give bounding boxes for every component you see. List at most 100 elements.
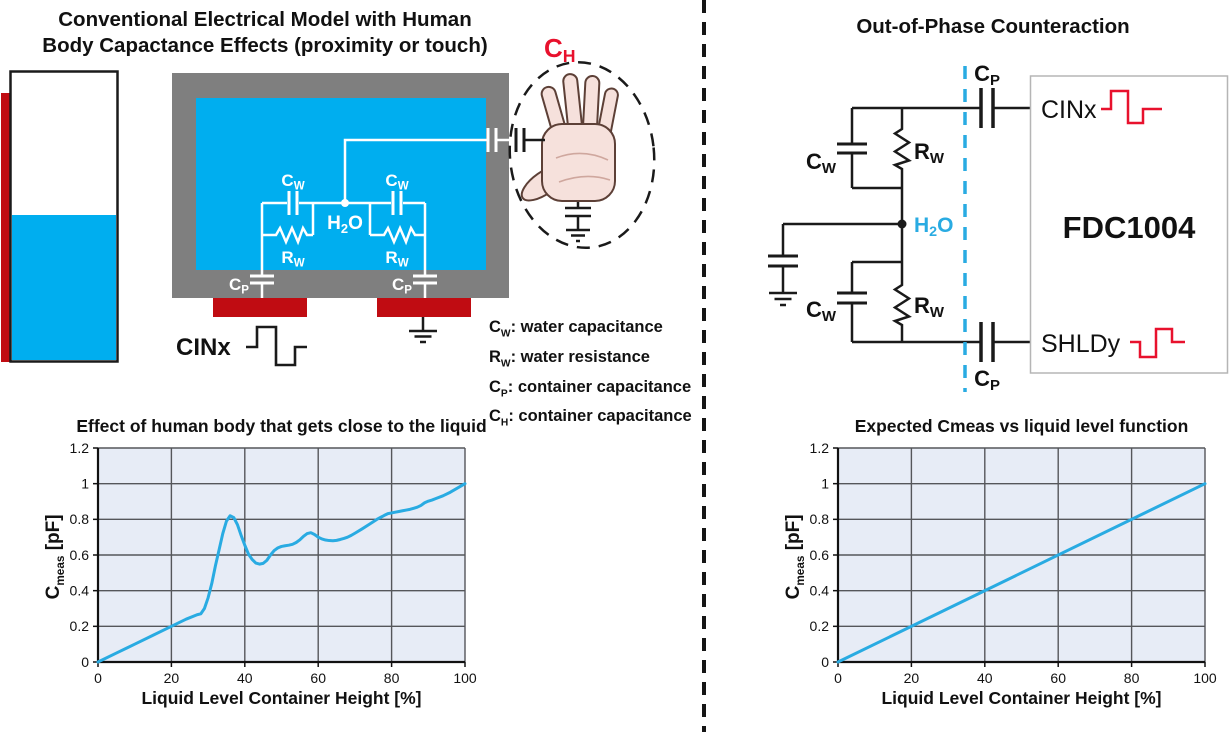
- wire: [343, 138, 488, 203]
- electrode-pad-right: [377, 298, 471, 317]
- rw-resistor-top: [891, 108, 912, 188]
- hand-capacitor-ground: [514, 128, 591, 243]
- cw-label-right: CW: [385, 171, 408, 193]
- y-tick-label: 0.8: [70, 511, 90, 527]
- hand-illustration: [520, 73, 619, 202]
- right-circuit-diagram: CP CP CW RW CW RW H2O CINx FDC1004 SHLDy: [768, 61, 1229, 394]
- right-panel-title: Out-of-Phase Counteraction: [856, 15, 1130, 38]
- shldy-waveform-icon: [1130, 327, 1185, 359]
- h2o-label: H2O: [327, 213, 363, 236]
- fdc1004-chip-box: [1029, 75, 1229, 374]
- wire: [260, 283, 427, 299]
- cinx-waveform-icon: [246, 325, 307, 367]
- data-series-line: [836, 482, 1207, 664]
- human-body-dashed-boundary: [508, 60, 656, 250]
- symbol-legend: CW: water capacitance RW: water resistan…: [489, 316, 692, 435]
- cinx-waveform-icon: [1101, 89, 1162, 125]
- electrode-strip: [1, 93, 10, 362]
- electrode-pad-left: [213, 298, 307, 317]
- left-chart-plot: 0 20 40 60 80 100 0 0.2 0.4 0.6 0.8 1 1.2: [70, 440, 477, 686]
- rw-label-right: RW: [385, 248, 408, 270]
- x-tick-label: 40: [977, 670, 993, 686]
- x-tick-label: 80: [1124, 670, 1140, 686]
- hand-palm: [541, 123, 616, 202]
- wire: [260, 203, 427, 235]
- cp-label-left: CP: [229, 275, 249, 297]
- water-circuit: [250, 128, 513, 299]
- rw-resistor-right: [370, 224, 425, 246]
- y-tick-label: 0.2: [70, 618, 90, 634]
- x-tick-label: 60: [1050, 670, 1066, 686]
- left-panel-title-line1: Conventional Electrical Model with Human: [58, 8, 472, 31]
- cw-capacitor-top: [837, 142, 867, 155]
- right-chart-title: Expected Cmeas vs liquid level function: [854, 416, 1189, 436]
- left-chart-xlabel: Liquid Level Container Height [%]: [141, 688, 422, 708]
- ch-label: CH: [544, 33, 576, 66]
- cw-capacitor-bottom: [837, 291, 867, 305]
- tank-capacitor: [768, 254, 798, 268]
- body-capacitor-ground-icon: [565, 202, 591, 243]
- x-tick-label: 0: [834, 670, 842, 686]
- cw-capacitor-left: [287, 191, 299, 215]
- cp-label-top: CP: [974, 61, 1000, 89]
- reference-container: [1, 70, 119, 363]
- data-series-line: [96, 482, 467, 664]
- x-tick-label: 40: [237, 670, 253, 686]
- y-tick-label: 1.2: [70, 440, 90, 456]
- rw-label-top: RW: [914, 139, 945, 167]
- wire: [781, 222, 902, 293]
- cw-label-top: CW: [806, 149, 837, 177]
- x-tick-label: 100: [1193, 670, 1217, 686]
- x-tick-label: 80: [384, 670, 400, 686]
- left-chart-title: Effect of human body that gets close to …: [76, 416, 487, 436]
- y-tick-label: 0: [81, 654, 89, 670]
- h2o-label: H2O: [914, 214, 953, 240]
- cp-capacitor-bottom: [979, 322, 995, 362]
- x-tick-label: 20: [164, 670, 180, 686]
- h2o-node: [341, 199, 349, 207]
- right-chart-plot: 0 20 40 60 80 100 0 0.2 0.4 0.6 0.8 1 1.2: [810, 440, 1217, 686]
- y-tick-label: 0.4: [810, 582, 830, 598]
- y-tick-label: 0.6: [70, 547, 90, 563]
- cw-label-bottom: CW: [806, 297, 837, 325]
- legend-row: CH: container capacitance: [489, 407, 692, 429]
- left-chart-ylabel: Cmeas [pF]: [43, 514, 67, 600]
- x-tick-label: 20: [904, 670, 920, 686]
- ground-icon: [769, 291, 797, 307]
- cp-capacitor-top: [979, 88, 995, 128]
- y-tick-label: 0.6: [810, 547, 830, 563]
- ground-icon: [409, 317, 437, 344]
- cinx-pin-label: CINx: [1041, 96, 1097, 124]
- right-chart-ylabel: Cmeas [pF]: [783, 514, 807, 600]
- rw-label-left: RW: [281, 248, 304, 270]
- chip-name-label: FDC1004: [1063, 210, 1196, 245]
- y-tick-label: 1: [81, 475, 89, 491]
- cw-label-left: CW: [281, 171, 304, 193]
- legend-row: RW: water resistance: [489, 347, 650, 370]
- legend-row: CW: water capacitance: [489, 318, 663, 340]
- cp-label-right: CP: [392, 275, 412, 297]
- cw-capacitor-right: [391, 191, 403, 215]
- panel-divider: [702, 0, 706, 732]
- y-tick-label: 0.8: [810, 511, 830, 527]
- cinx-label: CINx: [176, 334, 231, 361]
- left-circuit-diagram: CH: [1, 33, 656, 367]
- rw-resistor-left: [262, 224, 313, 246]
- x-tick-label: 100: [453, 670, 477, 686]
- hand-capacitor: [514, 128, 526, 152]
- left-panel-title: Conventional Electrical Model with Human…: [15, 7, 515, 59]
- rw-label-bottom: RW: [914, 293, 945, 321]
- counteraction-circuit: [768, 88, 1030, 362]
- y-tick-label: 1.2: [810, 440, 830, 456]
- palm-creases: [555, 152, 611, 183]
- rw-resistor-bottom: [891, 262, 912, 342]
- right-chart-xlabel: Liquid Level Container Height [%]: [881, 688, 1162, 708]
- y-tick-label: 0: [821, 654, 829, 670]
- y-tick-label: 0.2: [810, 618, 830, 634]
- cp-label-bottom: CP: [974, 366, 1000, 394]
- wire: [260, 235, 427, 276]
- x-tick-label: 0: [94, 670, 102, 686]
- tank-water: [196, 98, 486, 270]
- left-panel-title-line2: Body Capactance Effects (proximity or to…: [42, 34, 488, 57]
